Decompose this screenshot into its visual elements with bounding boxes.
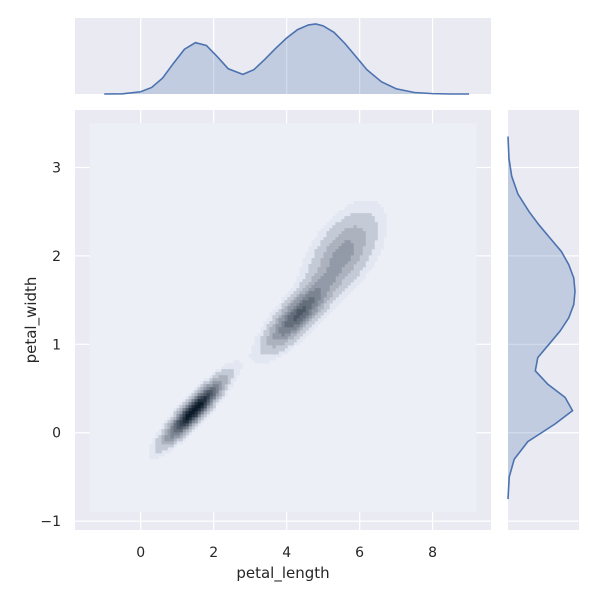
y-tick-label: 0 bbox=[52, 426, 61, 442]
y-tick-labels: −1 0 1 2 3 bbox=[40, 160, 61, 530]
x-tick-label: 8 bbox=[428, 545, 437, 561]
top-marginal-panel bbox=[75, 18, 491, 95]
y-marginal-density-line bbox=[507, 136, 576, 500]
y-tick-label: 2 bbox=[52, 249, 61, 265]
x-marginal-density-fill bbox=[104, 24, 470, 94]
x-tick-label: 6 bbox=[355, 545, 364, 561]
x-marginal-density-line bbox=[104, 23, 470, 95]
x-tick-label: 0 bbox=[136, 545, 145, 561]
x-tick-label: 2 bbox=[209, 545, 218, 561]
kde-contour-layer bbox=[89, 123, 477, 513]
joint-panel: 0 2 4 6 8 −1 0 1 2 3 petal_length petal_width bbox=[22, 110, 491, 583]
y-marginal-density-fill bbox=[508, 136, 575, 500]
kde-contour-level bbox=[155, 213, 378, 454]
y-tick-label: −1 bbox=[40, 514, 61, 530]
right-marginal-grid bbox=[508, 166, 579, 522]
y-tick-label: 3 bbox=[52, 160, 61, 176]
kde-contour-level bbox=[185, 402, 204, 421]
y-tick-label: 1 bbox=[52, 337, 61, 353]
y-axis-label: petal_width bbox=[22, 277, 41, 364]
right-marginal-panel bbox=[507, 110, 579, 530]
x-axis-label: petal_length bbox=[236, 564, 329, 583]
top-marginal-grid bbox=[140, 18, 434, 94]
x-tick-label: 4 bbox=[282, 545, 291, 561]
x-tick-labels: 0 2 4 6 8 bbox=[136, 545, 437, 561]
top-marginal-background bbox=[75, 18, 491, 94]
